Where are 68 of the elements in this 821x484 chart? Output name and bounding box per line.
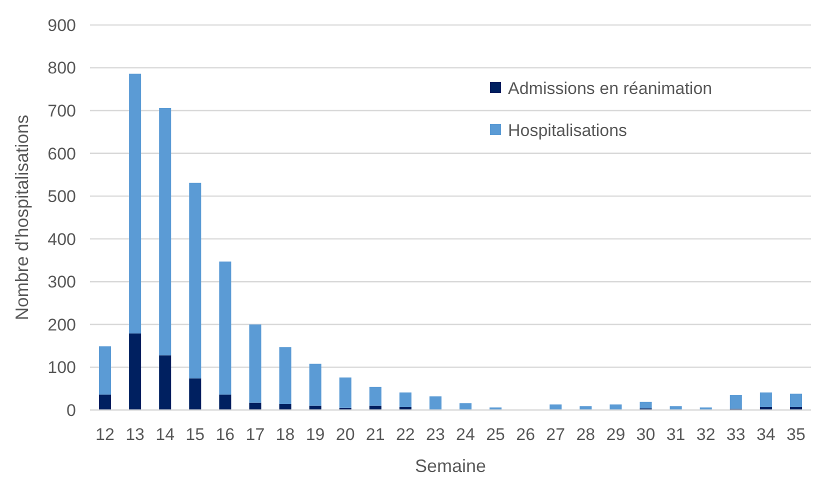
bar: [309, 406, 322, 410]
x-tick-label: 20: [336, 425, 355, 444]
bar: [760, 392, 772, 408]
x-tick-label: 15: [186, 425, 205, 444]
bar: [429, 396, 442, 410]
bar: [249, 324, 262, 403]
x-tick-label: 27: [546, 425, 566, 444]
x-tick-label: 21: [366, 425, 385, 444]
bar: [249, 402, 262, 410]
x-tick-label: 16: [216, 425, 235, 444]
bar: [189, 182, 202, 378]
x-tick-label: 23: [426, 425, 445, 444]
x-tick-label: 13: [126, 425, 145, 444]
y-tick-label: 800: [48, 58, 76, 78]
x-tick-label: 12: [96, 425, 114, 444]
y-tick-label: 100: [48, 358, 76, 378]
x-tick-label: 26: [516, 425, 536, 444]
y-axis-title: Nombre d'hospitalisations: [12, 114, 32, 320]
x-tick-label: 17: [246, 425, 265, 444]
x-tick-label: 32: [696, 425, 716, 444]
bar: [159, 108, 172, 356]
x-tick-label: 34: [756, 425, 776, 444]
x-tick-label: 22: [396, 425, 415, 444]
bar: [279, 347, 292, 404]
bar: [99, 394, 112, 410]
bar: [670, 406, 682, 410]
y-tick-label: 700: [48, 102, 76, 121]
bar: [369, 386, 382, 406]
x-tick-label: 18: [276, 425, 295, 444]
bar: [610, 404, 622, 410]
x-axis-title: Semaine: [414, 456, 486, 476]
bar: [159, 355, 172, 410]
bar: [129, 333, 142, 410]
bar: [309, 364, 322, 406]
x-tick-label: 31: [666, 425, 686, 444]
x-tick-label: 14: [156, 425, 175, 444]
bar: [339, 377, 352, 408]
bar: [219, 262, 232, 395]
y-tick-label: 900: [48, 16, 76, 35]
bar: [99, 346, 112, 395]
bar: [580, 406, 592, 410]
bar: [279, 404, 292, 410]
y-tick-label: 0: [66, 400, 76, 420]
bar: [550, 404, 562, 410]
x-tick-label: 28: [576, 425, 596, 444]
legend-label: Hospitalisations: [508, 120, 628, 140]
x-tick-label: 24: [456, 425, 475, 444]
y-tick-label: 400: [48, 230, 76, 249]
bar: [369, 406, 382, 410]
y-tick-label: 300: [48, 272, 76, 292]
bar: [640, 402, 652, 408]
y-tick-label: 600: [48, 144, 76, 164]
bar: [189, 378, 202, 410]
legend-label: Admissions en réanimation: [508, 78, 712, 98]
x-tick-label: 19: [306, 425, 325, 444]
y-tick-label: 500: [48, 187, 76, 206]
x-tick-label: 33: [726, 425, 746, 444]
bar: [460, 403, 472, 410]
bar: [399, 392, 412, 408]
x-tick-label: 29: [606, 425, 626, 444]
bar: [219, 394, 232, 410]
x-tick-label: 30: [636, 425, 656, 444]
bar: [790, 394, 802, 408]
x-tick-label: 25: [486, 425, 506, 444]
bar: [129, 74, 142, 334]
bar: [730, 395, 742, 409]
y-tick-label: 200: [48, 315, 76, 334]
x-tick-label: 35: [786, 425, 806, 444]
